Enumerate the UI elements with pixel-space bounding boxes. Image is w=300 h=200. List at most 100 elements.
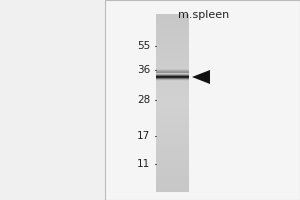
Bar: [156, 143, 189, 145]
Text: 55: 55: [137, 41, 150, 51]
Bar: [156, 130, 189, 131]
Bar: [156, 115, 189, 116]
Bar: [156, 82, 189, 84]
Bar: [156, 112, 189, 113]
Bar: [156, 71, 189, 72]
Bar: [156, 14, 189, 15]
Bar: [156, 23, 189, 24]
Bar: [156, 48, 189, 50]
Bar: [156, 69, 189, 70]
Bar: [156, 54, 189, 56]
Bar: [156, 179, 189, 180]
Bar: [156, 149, 189, 150]
Bar: [156, 26, 189, 27]
Bar: [156, 167, 189, 168]
Bar: [156, 91, 189, 93]
Bar: [156, 67, 189, 69]
Bar: [156, 116, 189, 118]
Bar: [156, 131, 189, 133]
Bar: [156, 159, 189, 161]
Bar: [156, 90, 189, 91]
Bar: [156, 47, 189, 48]
Bar: [156, 162, 189, 164]
Bar: [156, 56, 189, 57]
Bar: [156, 128, 189, 130]
Bar: [156, 58, 189, 60]
Bar: [156, 161, 189, 162]
Bar: [156, 99, 189, 100]
Bar: [156, 64, 189, 66]
Bar: [156, 44, 189, 45]
Bar: [156, 153, 189, 155]
Bar: [156, 18, 189, 20]
Bar: [156, 87, 189, 88]
Bar: [156, 173, 189, 174]
Text: 28: 28: [137, 95, 150, 105]
Bar: [156, 42, 189, 44]
Bar: [156, 134, 189, 136]
Bar: [156, 185, 189, 186]
Bar: [156, 119, 189, 121]
Bar: [156, 20, 189, 21]
Bar: [156, 150, 189, 152]
Bar: [156, 53, 189, 54]
Bar: [156, 125, 189, 127]
Bar: [156, 66, 189, 67]
Bar: [156, 174, 189, 176]
Bar: [156, 186, 189, 188]
Bar: [156, 164, 189, 165]
Bar: [156, 122, 189, 124]
Bar: [156, 145, 189, 146]
Bar: [156, 75, 189, 76]
Bar: [156, 171, 189, 173]
Bar: [156, 30, 189, 32]
Bar: [156, 24, 189, 26]
Bar: [156, 180, 189, 182]
Bar: [156, 73, 189, 75]
Bar: [156, 50, 189, 51]
Bar: [156, 81, 189, 82]
Bar: [156, 124, 189, 125]
Bar: [156, 103, 189, 104]
Bar: [156, 106, 189, 107]
Bar: [156, 113, 189, 115]
Bar: [156, 139, 189, 140]
Bar: [156, 168, 189, 170]
Bar: [156, 78, 189, 79]
Bar: [156, 148, 189, 149]
Bar: [156, 29, 189, 30]
Bar: [156, 136, 189, 137]
Bar: [156, 45, 189, 47]
Bar: [156, 88, 189, 90]
Bar: [156, 142, 189, 143]
Bar: [156, 121, 189, 122]
Text: 11: 11: [137, 159, 150, 169]
Bar: [156, 51, 189, 53]
Bar: [156, 170, 189, 171]
Bar: [156, 21, 189, 23]
Bar: [156, 70, 189, 72]
Bar: [156, 39, 189, 41]
Bar: [156, 94, 189, 96]
Bar: [156, 182, 189, 183]
Bar: [156, 183, 189, 185]
Bar: [156, 140, 189, 142]
Bar: [156, 57, 189, 58]
Bar: [156, 156, 189, 158]
Bar: [156, 146, 189, 148]
Bar: [156, 107, 189, 109]
Bar: [156, 191, 189, 192]
Bar: [156, 79, 189, 81]
Bar: [156, 36, 189, 38]
Bar: [156, 32, 189, 33]
Bar: [156, 127, 189, 128]
Bar: [156, 69, 189, 70]
Bar: [156, 137, 189, 139]
Bar: [156, 72, 189, 73]
Bar: [156, 93, 189, 94]
Bar: [156, 61, 189, 63]
Bar: [156, 60, 189, 61]
Bar: [156, 33, 189, 35]
Bar: [156, 152, 189, 153]
Bar: [156, 155, 189, 156]
